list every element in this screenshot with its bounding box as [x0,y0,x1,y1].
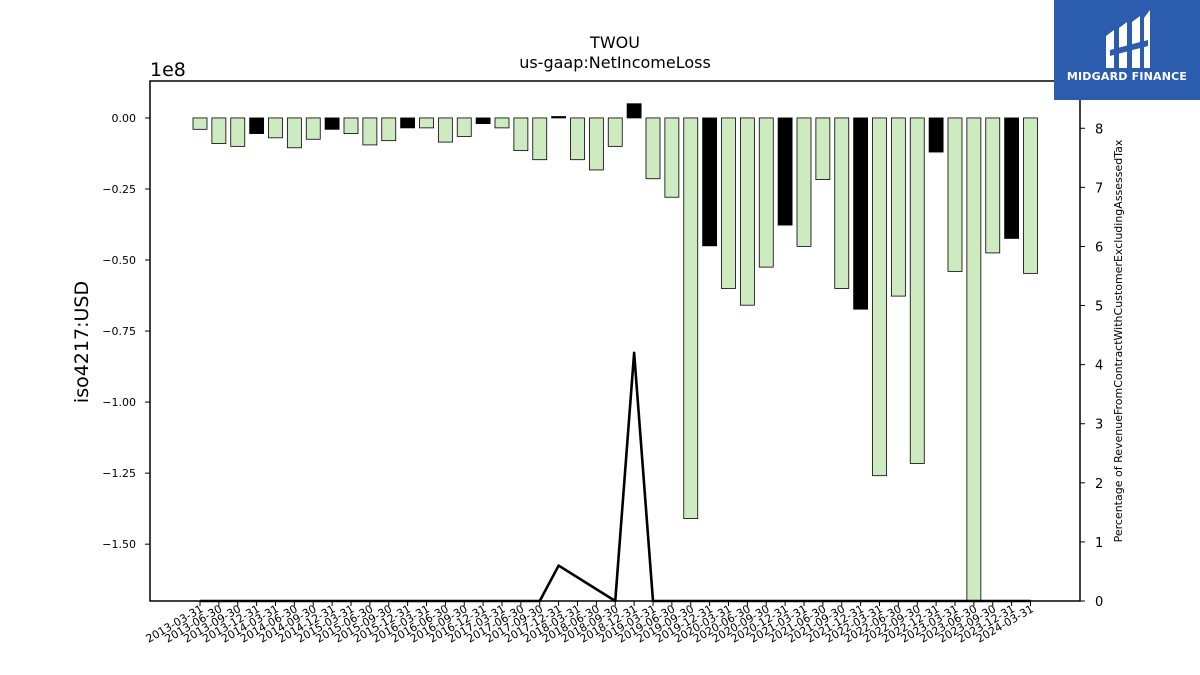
chart-title: TWOU [589,33,640,52]
bars-group [192,103,1038,602]
bar [362,117,378,146]
bar [739,117,755,306]
bar [645,117,661,180]
bar [437,117,453,143]
y2-tick-label: 6 [1095,240,1103,255]
bar [890,117,906,297]
bar [834,117,850,289]
bar [626,103,642,119]
bar [872,117,887,477]
bar [343,117,359,134]
bar [607,117,623,147]
bar [286,117,302,149]
bar [551,116,567,119]
y2-axis-label: Percentage of RevenueFromContractWithCus… [1112,139,1125,542]
plot-frame [149,80,1081,602]
y2-tick-label: 7 [1095,181,1103,196]
y2-tick-label: 3 [1095,418,1103,433]
y2-tick-label: 4 [1095,359,1103,374]
bar [381,117,397,142]
bar [230,117,246,147]
bar [683,117,699,519]
bar [324,117,340,130]
brand-name: MIDGARD FINANCE [1066,70,1188,83]
brand-logo: MIDGARD FINANCE [1054,0,1200,100]
y-tick-label: −1.50 [102,538,136,551]
y-tick-label: −0.75 [102,325,136,338]
y-tick-label: −0.50 [102,254,136,267]
bar [928,117,944,153]
y2-tick-label: 1 [1095,536,1103,551]
bar [966,117,982,602]
bar [985,117,1001,254]
bar [249,117,265,134]
y-tick-label: 0.00 [112,112,137,125]
bar [796,117,812,247]
percent-line [200,351,1031,603]
bar [721,117,736,289]
bar [456,117,472,137]
bar [1023,117,1038,274]
bar [588,117,604,171]
bar [513,117,529,152]
y-offset-label: 1e8 [150,59,186,81]
bar [1004,117,1020,239]
y2-tick-label: 8 [1095,122,1103,137]
midgard-logo-icon [1106,10,1150,68]
bar [777,117,793,226]
bar [419,117,434,129]
bar [758,117,774,268]
y-tick-label: −0.25 [102,183,136,196]
bar [532,117,548,161]
bar [400,117,416,129]
y2-tick-label: 0 [1095,595,1103,610]
bar [305,117,321,140]
y-tick-label: −1.00 [102,396,136,409]
bar [664,117,680,198]
y-tick-label: −1.25 [102,467,136,480]
y2-tick-label: 5 [1095,300,1103,315]
axes-group: 0.00 −0.25 −0.50 −0.75 −1.00 −1.25 −1.50 0 1 2 3 4 5… [102,112,1103,646]
y2-tick-label: 2 [1095,477,1103,492]
bar [947,117,963,272]
bar [853,117,869,310]
bar [494,117,510,129]
y-axis-label: iso4217:USD [71,281,93,403]
bar [192,117,208,130]
bar [815,117,831,181]
bar [570,117,585,161]
bar [909,117,925,464]
bar [268,117,283,139]
bar [702,117,718,247]
chart-subtitle: us-gaap:NetIncomeLoss [519,53,711,72]
line-group [200,351,1031,603]
bar [475,117,491,125]
bar [211,117,227,144]
